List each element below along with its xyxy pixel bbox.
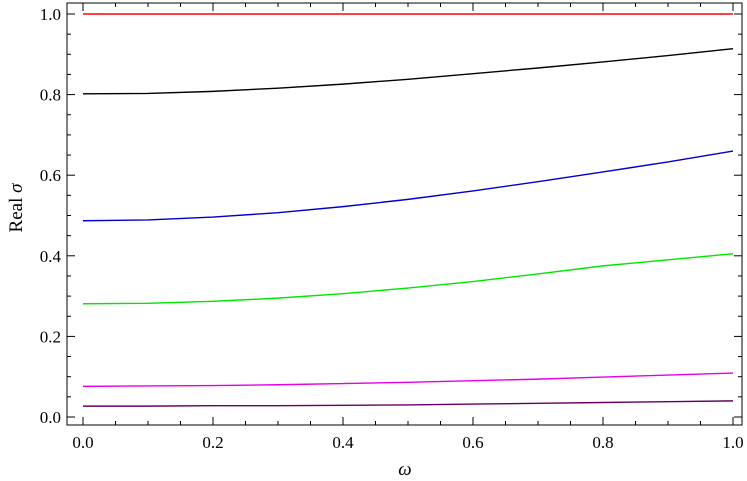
y-tick-label: 0.0 <box>40 408 61 427</box>
x-tick-label: 0.2 <box>202 433 223 452</box>
x-axis-symbol: ω <box>398 459 411 480</box>
series-line-2 <box>82 47 734 95</box>
x-tick-label: 0.8 <box>592 433 613 452</box>
series-line-5 <box>82 372 734 388</box>
x-axis-title: ω <box>398 459 411 480</box>
series-line-3 <box>82 150 734 222</box>
y-tick-label: 0.2 <box>40 327 61 346</box>
y-tick-label: 0.4 <box>40 247 62 266</box>
x-tick-label: 0.6 <box>462 433 483 452</box>
series-line-6 <box>83 400 734 407</box>
y-tick-label: 0.6 <box>40 166 61 185</box>
x-tick-label: 1.0 <box>722 433 743 452</box>
y-tick-label: 1.0 <box>40 5 61 24</box>
axis-ticks <box>67 3 742 425</box>
plot-frame <box>66 2 743 426</box>
plot-border <box>66 2 743 426</box>
y-axis-title: Real σ <box>6 183 27 233</box>
y-tick-label: 0.8 <box>40 86 61 105</box>
series-lines <box>82 13 734 407</box>
tick-labels: 0.0 0.2 0.4 0.6 0.8 1.0 0.0 0.2 0.4 0.6 0.8 1.0 <box>40 5 744 452</box>
x-tick-label: 0.0 <box>72 433 93 452</box>
y-axis-symbol: σ <box>6 183 27 193</box>
y-axis-prefix: Real <box>6 198 27 233</box>
series-line-4 <box>82 253 734 305</box>
x-tick-label: 0.4 <box>332 433 354 452</box>
